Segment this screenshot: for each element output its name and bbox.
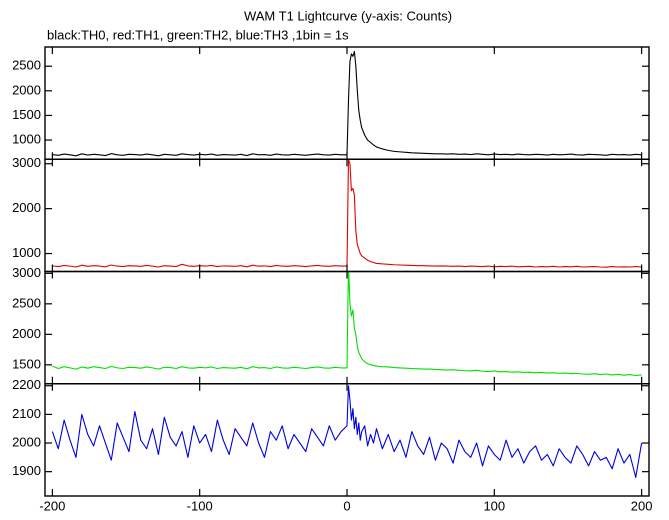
x-tick-label: 100 (483, 498, 505, 513)
chart-subtitle: black:TH0, red:TH1, green:TH2, blue:TH3 … (47, 27, 349, 42)
y-tick-label: 2100 (12, 406, 41, 421)
series-line (51, 385, 643, 478)
y-tick-label: 1900 (12, 463, 41, 478)
x-tick-label: -200 (39, 498, 65, 513)
series-line (52, 271, 642, 377)
y-tick-label: 2500 (12, 295, 41, 310)
y-tick-label: 1000 (12, 245, 41, 260)
y-tick-label: 2000 (12, 434, 41, 449)
series-line (52, 159, 642, 268)
y-tick-label: 2500 (12, 58, 41, 73)
y-tick-label: 2000 (12, 326, 41, 341)
y-tick-label: 3000 (12, 155, 41, 170)
y-tick-label: 2200 (12, 377, 41, 392)
series-line (52, 50, 642, 157)
chart-title: WAM T1 Lightcurve (y-axis: Counts) (244, 8, 452, 23)
panel-frame (44, 383, 650, 497)
x-tick-label: 0 (343, 498, 350, 513)
y-tick-label: 1000 (12, 131, 41, 146)
y-tick-label: 2000 (12, 200, 41, 215)
y-tick-label: 1500 (12, 356, 41, 371)
x-tick-label: -100 (187, 498, 213, 513)
y-tick-label: 2000 (12, 82, 41, 97)
y-tick-label: 3000 (12, 265, 41, 280)
x-tick-label: 200 (631, 498, 653, 513)
y-tick-label: 1500 (12, 107, 41, 122)
